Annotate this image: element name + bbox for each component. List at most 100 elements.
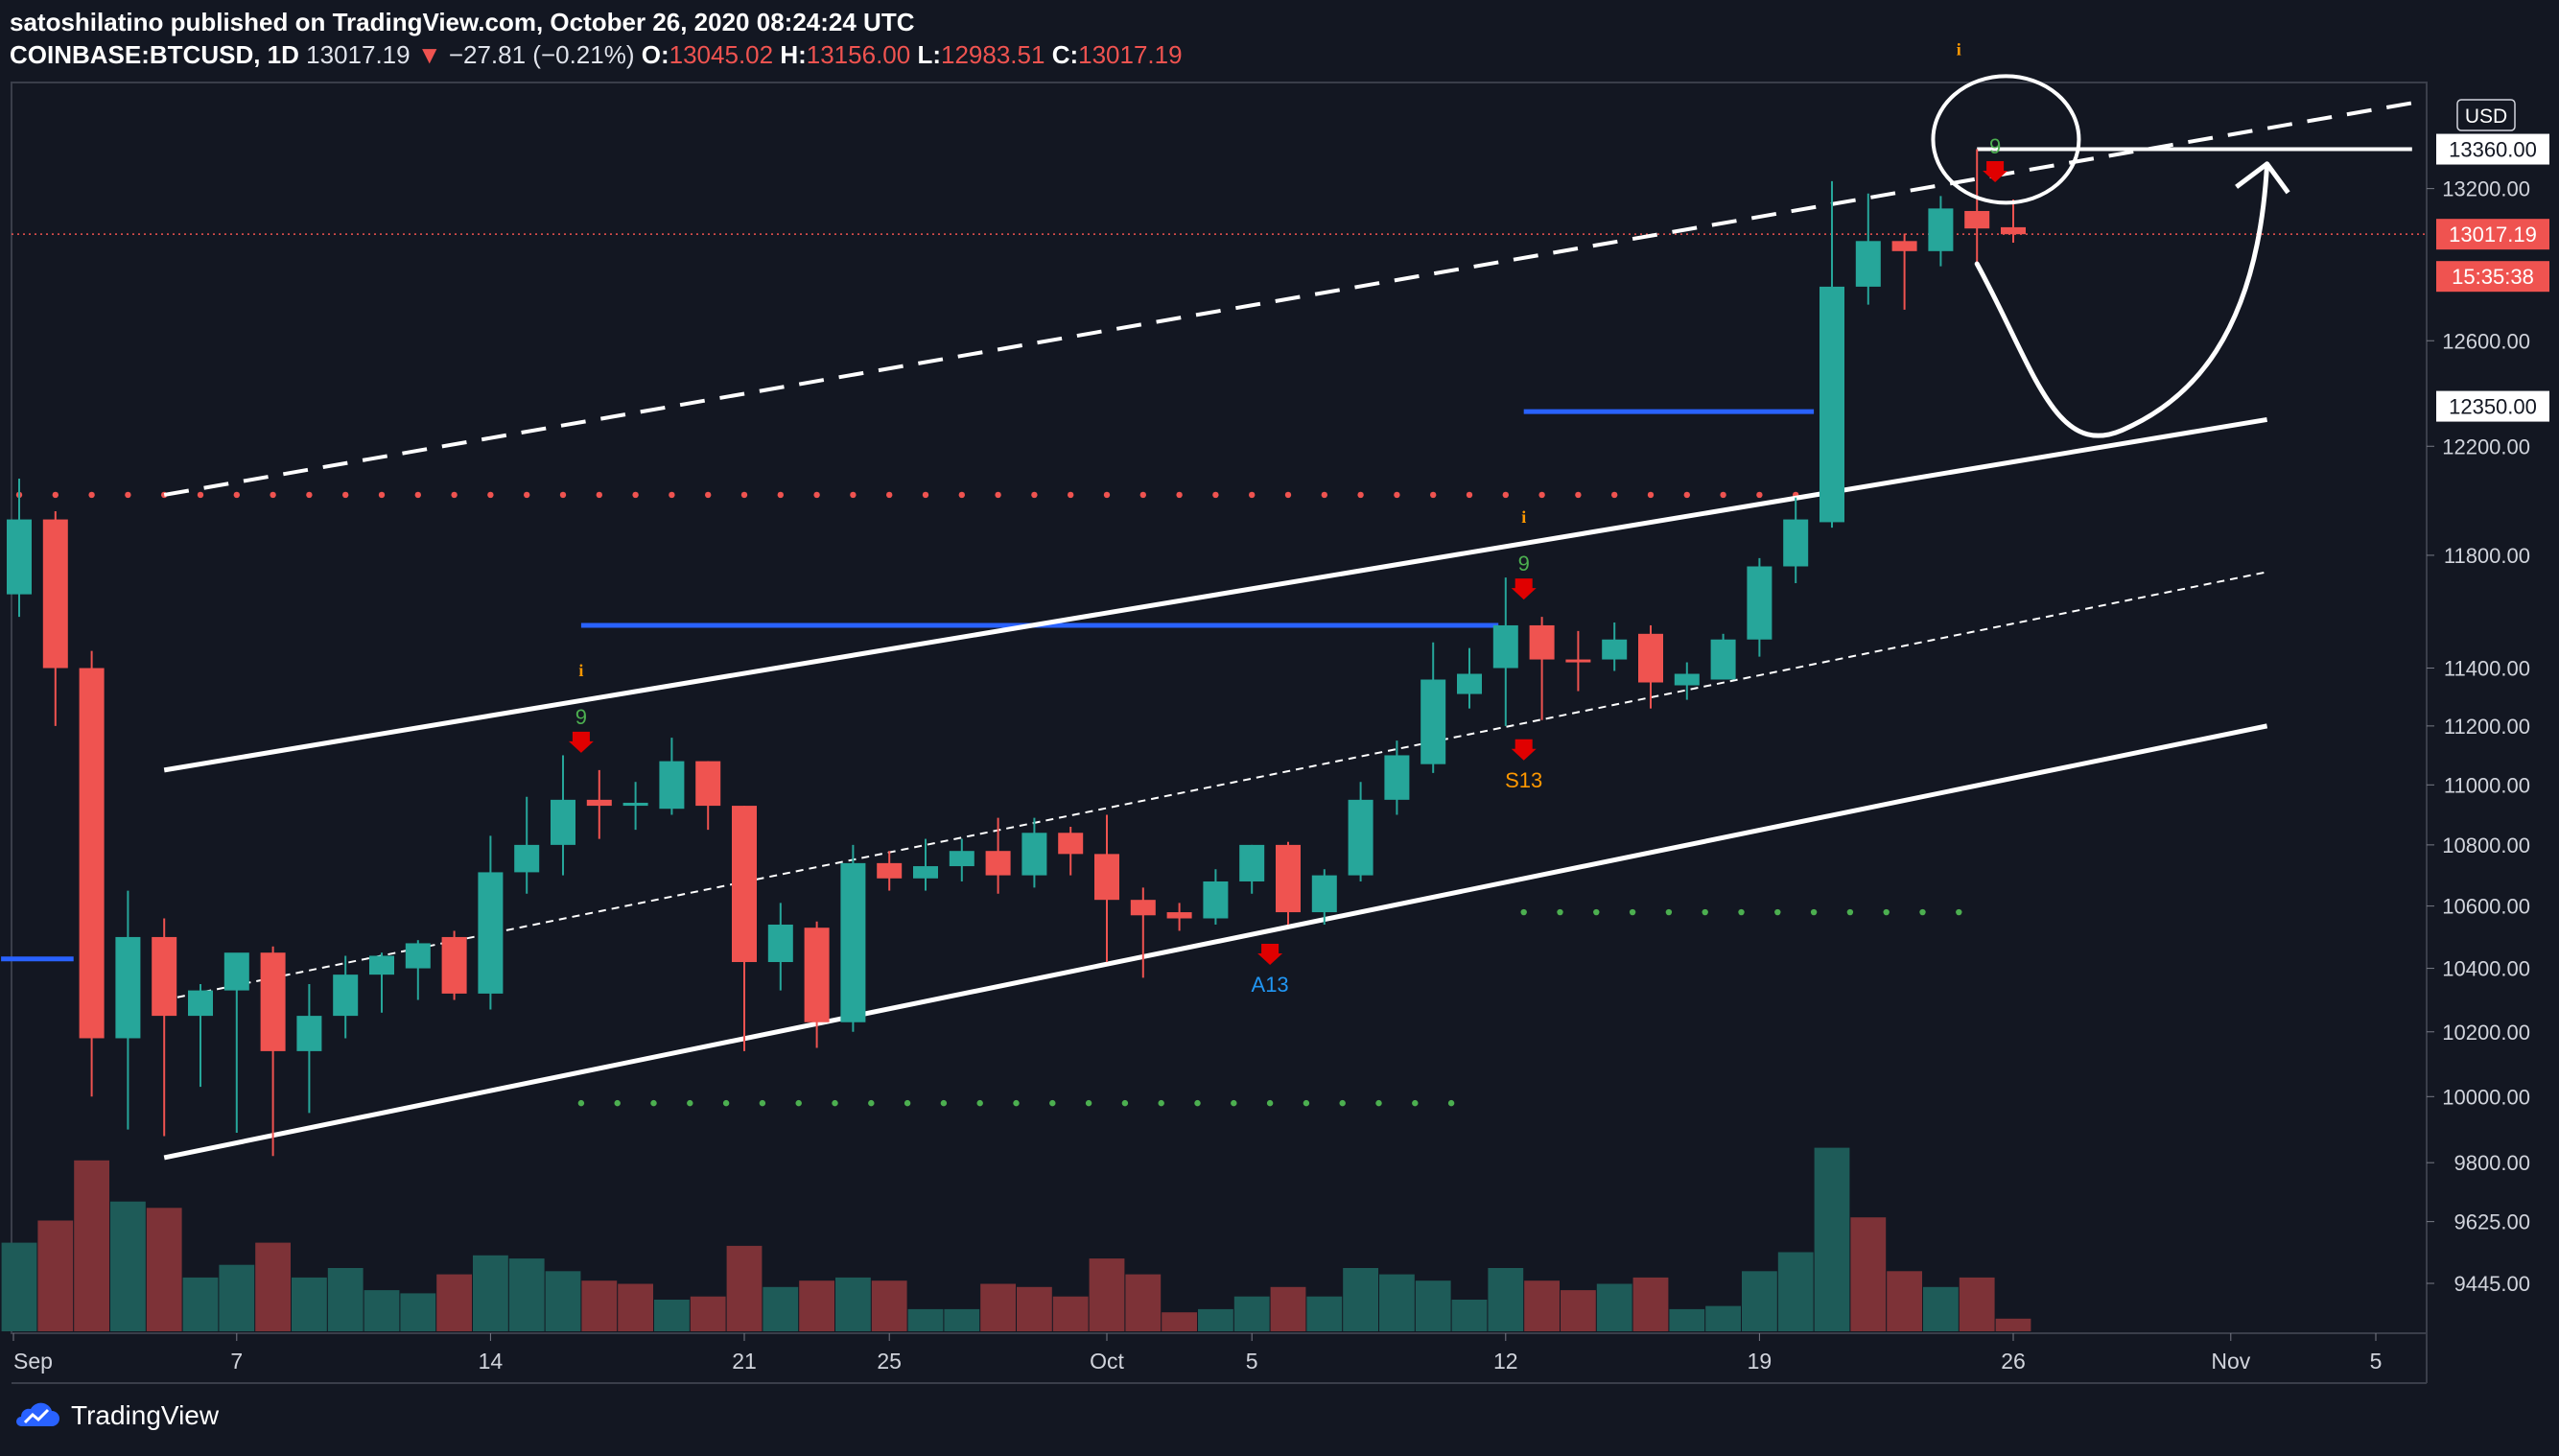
volume-bar <box>1887 1271 1922 1331</box>
td-level-dot <box>1720 491 1726 499</box>
open-label: O: <box>641 40 669 69</box>
candle <box>1565 630 1591 692</box>
candle <box>1674 662 1700 700</box>
volume-bar <box>1017 1286 1052 1331</box>
candle-body <box>1492 624 1518 669</box>
volume-bar <box>219 1264 255 1331</box>
publisher-line: satoshilatino published on TradingView.c… <box>10 8 914 37</box>
td-level-dot <box>451 491 458 499</box>
td-level-dot <box>868 1099 875 1107</box>
close-value: 13017.19 <box>1078 40 1183 69</box>
time-tick-label: Oct <box>1090 1349 1124 1374</box>
candle-body <box>223 952 249 991</box>
candle-body <box>551 799 575 845</box>
candle <box>1855 193 1881 305</box>
volume-bar <box>1451 1300 1488 1331</box>
volume-bar <box>799 1280 834 1331</box>
candle <box>1928 196 1954 267</box>
volume-bar <box>1669 1308 1705 1331</box>
price-badge-box <box>2436 219 2549 250</box>
td-level-dot <box>813 491 820 499</box>
td-level-dot <box>306 491 313 499</box>
td-level-dot <box>270 491 276 499</box>
candle-body <box>405 943 431 969</box>
td-count-label: 9 <box>1989 134 2001 158</box>
volume-bar <box>473 1255 508 1331</box>
td-level-dot <box>705 491 712 499</box>
candle-body <box>949 851 974 867</box>
volume-bar <box>436 1274 472 1331</box>
candle <box>840 844 866 1032</box>
td-level-dot <box>1557 908 1563 916</box>
price-tick-label: 10200.00 <box>2442 1021 2530 1045</box>
volume-bar <box>1777 1252 1814 1331</box>
td-level-dot <box>197 491 204 499</box>
candle <box>2001 200 2026 244</box>
td-level-dot <box>1430 491 1437 499</box>
volume-series <box>1 1147 2031 1331</box>
volume-bar <box>255 1242 291 1331</box>
volume-bar <box>618 1283 653 1331</box>
volume-bar <box>1850 1217 1887 1331</box>
td-level-dot <box>1629 908 1636 916</box>
td-level-dot <box>233 491 240 499</box>
candle-body <box>622 802 648 807</box>
candle-body <box>1058 833 1084 855</box>
symbol-name[interactable]: COINBASE:BTCUSD, 1D <box>10 40 299 69</box>
publisher-text: satoshilatino published on TradingView.c… <box>10 8 915 36</box>
td-level-dot <box>1139 491 1147 499</box>
price-badge: 15:35:38 <box>2436 261 2549 293</box>
channel-midline <box>164 571 2267 1001</box>
price-tick-label: 13200.00 <box>2442 177 2530 201</box>
td-level-dot <box>1339 1099 1346 1107</box>
candle-body <box>1674 673 1700 686</box>
candle-body <box>441 936 467 994</box>
candle <box>1239 844 1265 894</box>
candle-body <box>1348 799 1373 876</box>
td-level-dot <box>342 491 349 499</box>
td-level-dot <box>1121 1099 1129 1107</box>
td-level-dot <box>850 491 857 499</box>
volume-bar <box>1379 1274 1415 1331</box>
price-tick-label: 9800.00 <box>2453 1151 2530 1175</box>
price-badge-box <box>2436 261 2549 293</box>
volume-bar <box>835 1277 871 1331</box>
volume-bar <box>1162 1312 1197 1331</box>
price-tick-label: 11200.00 <box>2444 715 2530 739</box>
candle <box>913 838 938 891</box>
candle-body <box>1529 624 1555 660</box>
time-tick-label: 7 <box>230 1349 243 1374</box>
td-count-label: 9 <box>1518 552 1530 575</box>
td-level-dot <box>922 491 929 499</box>
td-level-dot <box>1085 1099 1092 1107</box>
candle-body <box>1239 844 1265 881</box>
volume-bar <box>690 1296 726 1331</box>
td-level-dot <box>1013 1099 1020 1107</box>
td-level-dot <box>1466 491 1473 499</box>
td-level-dot <box>1212 491 1219 499</box>
price-tick-label: 9625.00 <box>2453 1210 2530 1234</box>
td-level-dot <box>976 1099 983 1107</box>
candle-body <box>877 862 903 879</box>
td-sell-arrow-icon <box>1983 161 2008 183</box>
td-level-dot <box>1520 908 1527 916</box>
time-tick-label: 26 <box>2001 1349 2026 1374</box>
volume-bar <box>1959 1277 1995 1331</box>
td-level-dot <box>1231 1099 1237 1107</box>
volume-bar <box>1705 1305 1741 1331</box>
td-level-dot <box>1774 908 1781 916</box>
td-level-dot <box>1394 491 1400 499</box>
volume-bar <box>292 1277 327 1331</box>
candle-body <box>1166 912 1192 919</box>
td-setup-arrow-icon <box>1257 943 1283 965</box>
close-label: C: <box>1051 40 1079 69</box>
td-level-dot <box>1919 908 1926 916</box>
tradingview-logo[interactable]: TradingView <box>13 1400 219 1431</box>
price-tick-label: 10400.00 <box>2442 957 2530 981</box>
candle <box>223 952 249 1134</box>
candle <box>985 817 1011 894</box>
td-level-dot <box>1538 491 1545 499</box>
price-badge-box <box>2436 133 2549 165</box>
td-level-dot <box>1738 908 1745 916</box>
